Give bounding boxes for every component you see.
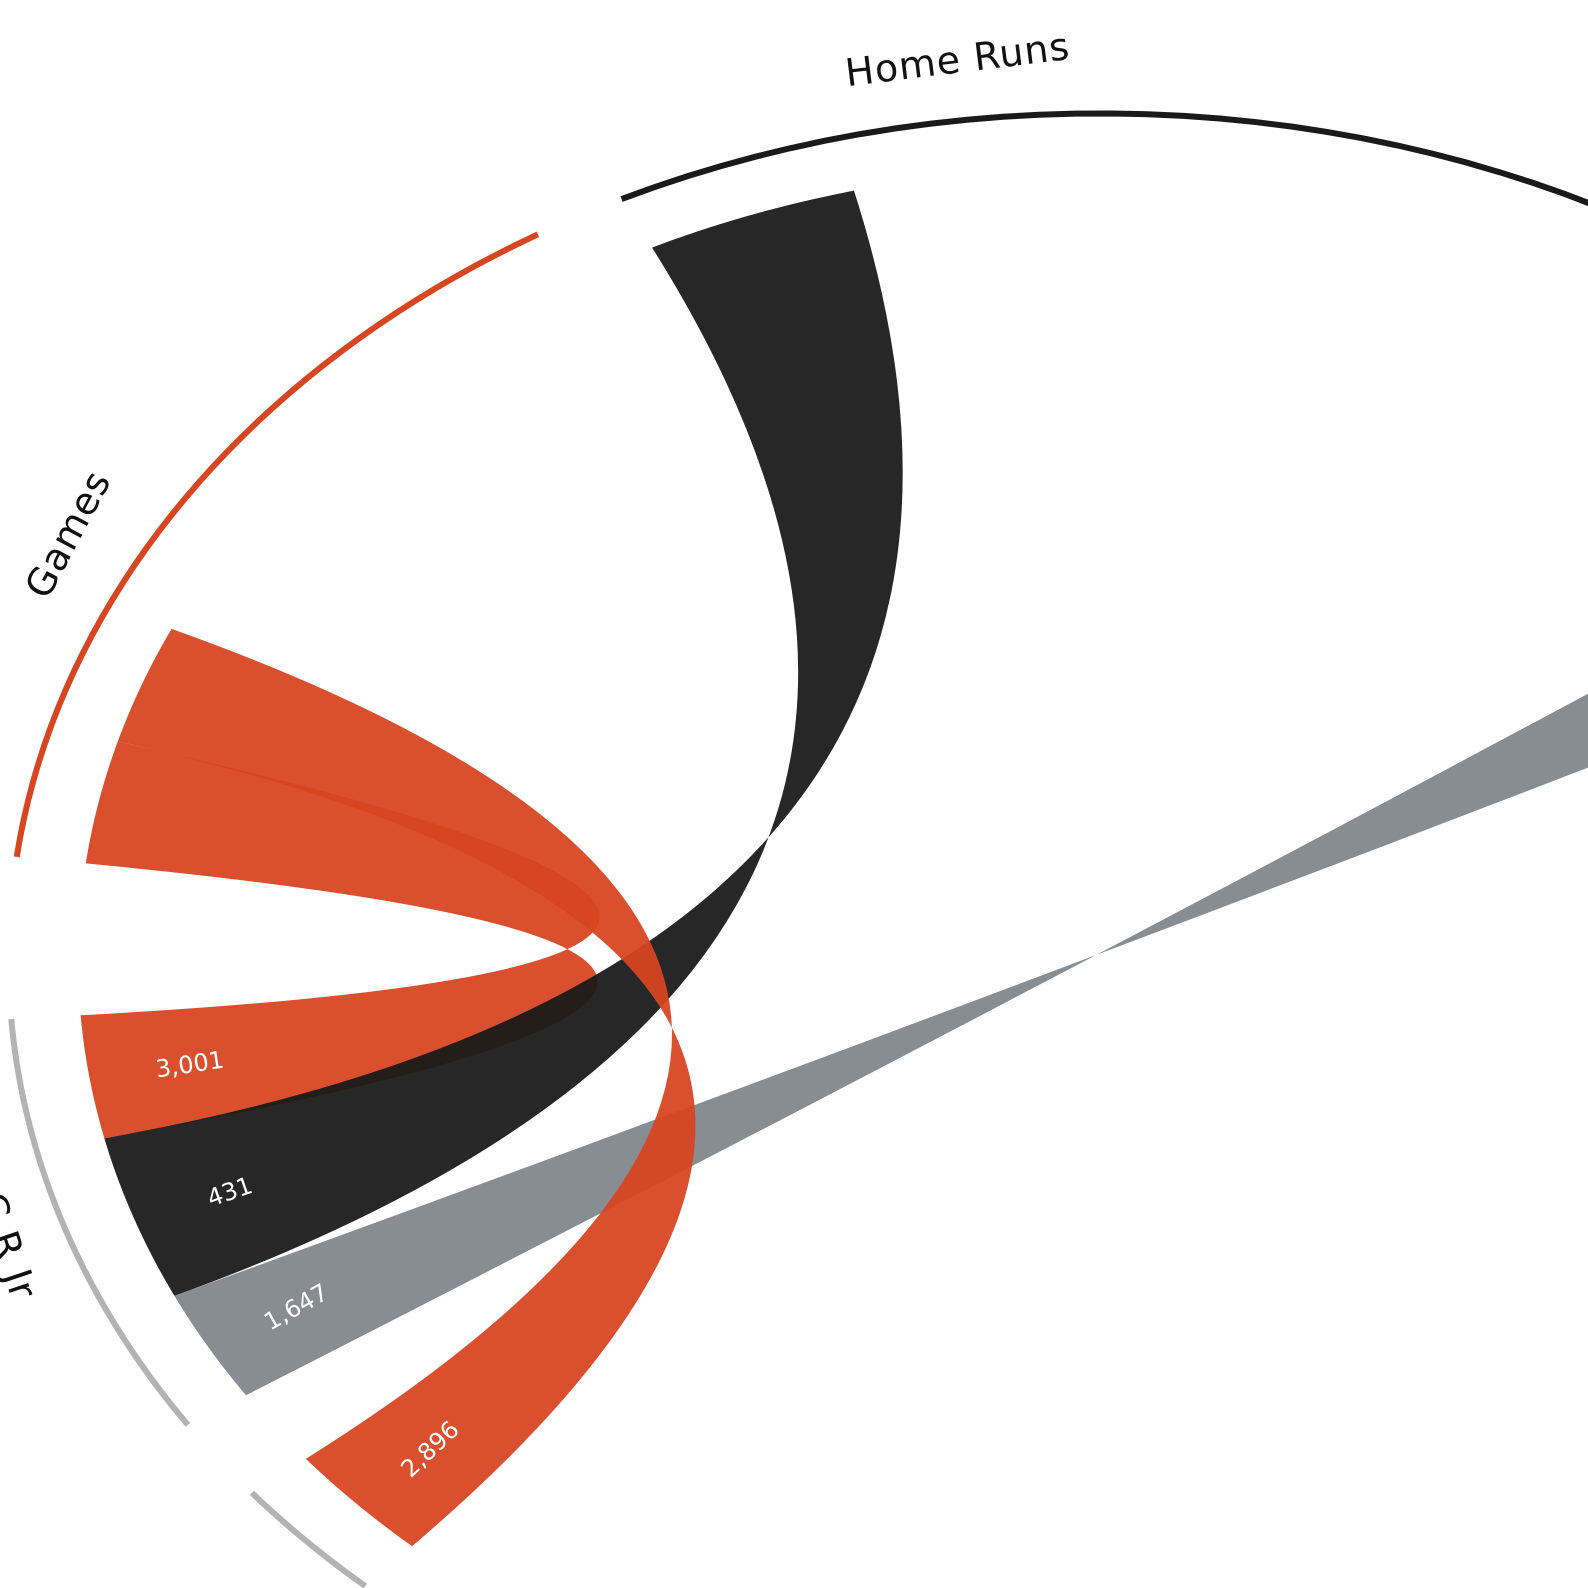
ribbon <box>104 190 903 1296</box>
stat-label: Games <box>16 463 120 605</box>
player-label: C R Jr <box>0 1187 46 1305</box>
stat-arc <box>620 110 1588 207</box>
ribbon <box>174 693 1588 1396</box>
stat-label: Home Runs <box>843 24 1073 95</box>
player-arc <box>249 1490 368 1588</box>
stat-arc <box>13 231 540 858</box>
ribbon <box>117 628 696 1547</box>
player-arc <box>8 1018 191 1427</box>
